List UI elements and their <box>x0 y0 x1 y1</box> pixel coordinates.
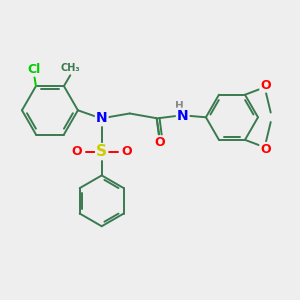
Text: Cl: Cl <box>28 63 41 76</box>
Text: N: N <box>96 111 107 125</box>
Text: N: N <box>177 109 188 123</box>
Text: O: O <box>71 145 82 158</box>
Text: CH₃: CH₃ <box>61 63 80 73</box>
Text: S: S <box>96 144 107 159</box>
Text: O: O <box>260 143 271 156</box>
Text: O: O <box>260 79 271 92</box>
Text: O: O <box>122 145 132 158</box>
Text: O: O <box>154 136 164 149</box>
Text: H: H <box>175 100 183 110</box>
